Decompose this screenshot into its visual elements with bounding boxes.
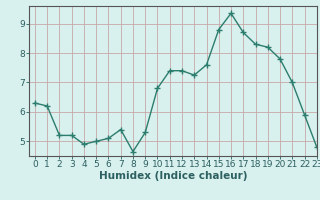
X-axis label: Humidex (Indice chaleur): Humidex (Indice chaleur) — [99, 171, 247, 181]
